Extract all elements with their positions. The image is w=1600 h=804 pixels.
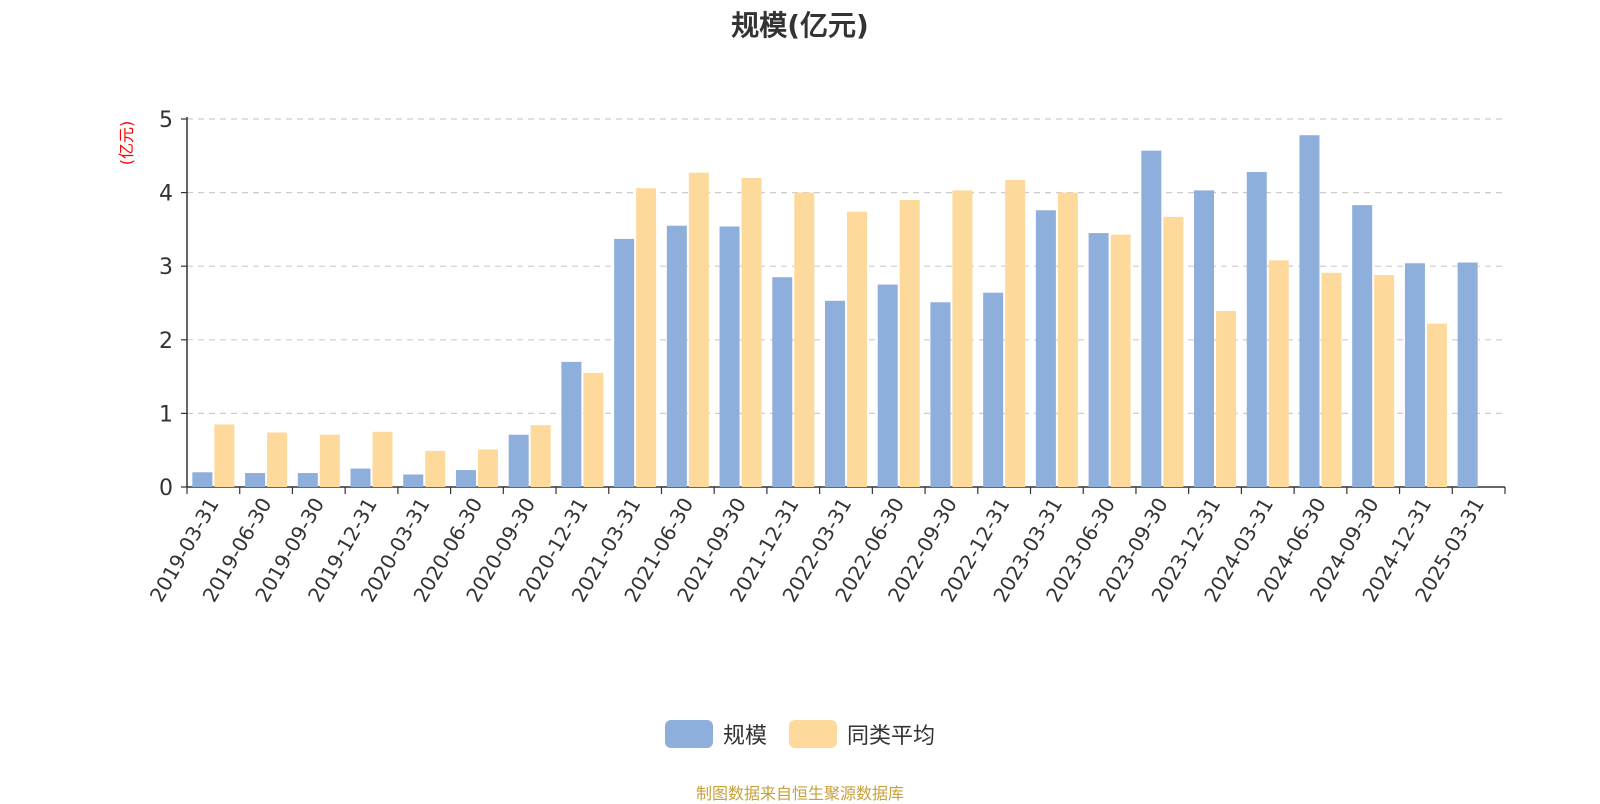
bar-scale xyxy=(666,225,687,487)
bar-scale xyxy=(1246,171,1267,487)
bar-scale xyxy=(614,238,635,487)
bar-peer-average xyxy=(267,432,288,487)
bar-scale xyxy=(1141,150,1162,487)
legend-swatch-peer-average xyxy=(789,720,837,748)
legend-swatch-scale xyxy=(664,720,713,748)
bar-peer-average xyxy=(319,434,340,487)
y-tick-label: 4 xyxy=(159,182,173,207)
bar-peer-average xyxy=(1163,216,1184,487)
bar-peer-average xyxy=(1374,275,1395,487)
bar-peer-average xyxy=(952,190,973,487)
bar-peer-average xyxy=(1057,192,1078,487)
legend-item-peer-average[interactable]: 同类平均 xyxy=(789,718,935,750)
y-tick-label: 5 xyxy=(159,108,173,133)
bar-peer-average xyxy=(899,199,920,487)
bar-scale xyxy=(1457,262,1478,487)
bar-peer-average xyxy=(477,449,498,487)
chart-title: 规模(亿元) xyxy=(731,9,869,42)
bar-scale xyxy=(719,226,740,487)
bar-scale xyxy=(245,473,266,487)
bar-scale xyxy=(1299,135,1320,487)
bar-peer-average xyxy=(741,177,762,487)
bar-peer-average xyxy=(1110,234,1131,487)
bar-peer-average xyxy=(1426,323,1447,487)
y-tick-label: 0 xyxy=(159,476,173,501)
bar-scale xyxy=(350,468,371,487)
legend-label-peer-average: 同类平均 xyxy=(847,724,936,749)
bar-peer-average xyxy=(794,192,815,487)
bar-peer-average xyxy=(583,372,604,487)
bar-peer-average xyxy=(1321,272,1342,487)
y-tick-label: 2 xyxy=(159,329,173,354)
bar-scale xyxy=(1194,190,1215,487)
bar-scale xyxy=(1352,205,1373,487)
bar-scale xyxy=(455,470,476,487)
bar-scale xyxy=(192,472,213,487)
legend-item-scale[interactable]: 规模 xyxy=(664,718,767,750)
y-tick-label: 1 xyxy=(159,402,173,427)
bar-scale xyxy=(1088,233,1109,487)
legend-label-scale: 规模 xyxy=(722,724,767,749)
bar-peer-average xyxy=(1216,311,1237,487)
bar-peer-average xyxy=(688,172,709,487)
bar-peer-average xyxy=(636,188,657,487)
bar-peer-average xyxy=(530,425,551,487)
bar-scale xyxy=(561,361,582,487)
bar-scale xyxy=(1035,210,1056,487)
bar-scale xyxy=(930,302,951,487)
bar-scale xyxy=(297,473,318,487)
bar-scale xyxy=(508,434,529,487)
bar-scale xyxy=(403,474,424,487)
bar-scale xyxy=(825,300,845,487)
data-source-note: 制图数据来自恒生聚源数据库 xyxy=(695,784,904,803)
y-axis-label: (亿元) xyxy=(117,121,136,166)
bar-scale xyxy=(772,277,793,487)
bar-scale xyxy=(1404,263,1425,487)
bar-scale xyxy=(877,284,898,487)
bar-peer-average xyxy=(847,211,867,487)
legend: 规模 同类平均 xyxy=(0,718,1600,750)
bar-scale xyxy=(983,292,1004,487)
bar-peer-average xyxy=(214,424,235,487)
y-tick-label: 3 xyxy=(159,255,173,280)
bar-peer-average xyxy=(425,450,446,487)
bar-peer-average xyxy=(1268,260,1289,487)
bar-peer-average xyxy=(1005,180,1026,487)
bar-peer-average xyxy=(372,431,393,487)
